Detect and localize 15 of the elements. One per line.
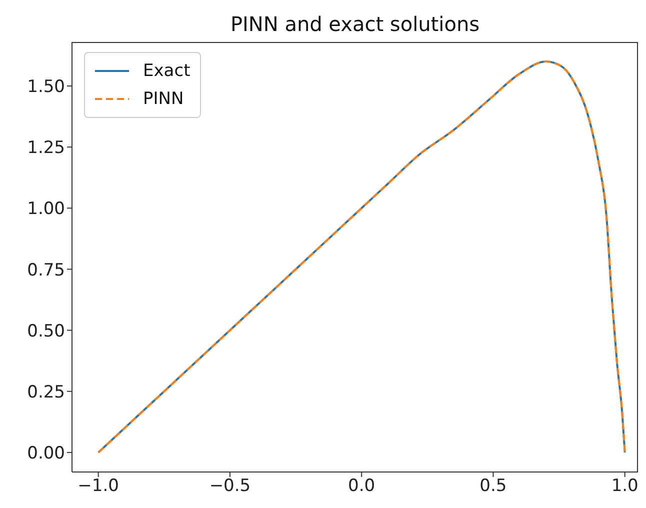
x-tick-label: −1.0 bbox=[78, 476, 119, 496]
x-tick-label: 0.0 bbox=[348, 476, 376, 496]
legend-label: PINN bbox=[143, 88, 184, 111]
y-tick-label: 1.00 bbox=[27, 199, 65, 220]
y-tick-label: 1.50 bbox=[27, 77, 65, 98]
y-tick-label: 1.25 bbox=[27, 138, 65, 158]
chart-title: PINN and exact solutions bbox=[229, 12, 481, 36]
x-tick-label: 1.0 bbox=[611, 476, 638, 496]
legend-label: Exact bbox=[143, 60, 190, 83]
y-tick-label: 0.75 bbox=[27, 260, 65, 280]
y-tick-label: 0.25 bbox=[27, 382, 65, 402]
y-tick-label: 0.50 bbox=[27, 321, 65, 342]
y-tick-label: 0.00 bbox=[27, 443, 65, 464]
x-tick-label: −0.5 bbox=[209, 476, 251, 496]
x-tick-label: 0.5 bbox=[480, 476, 507, 496]
